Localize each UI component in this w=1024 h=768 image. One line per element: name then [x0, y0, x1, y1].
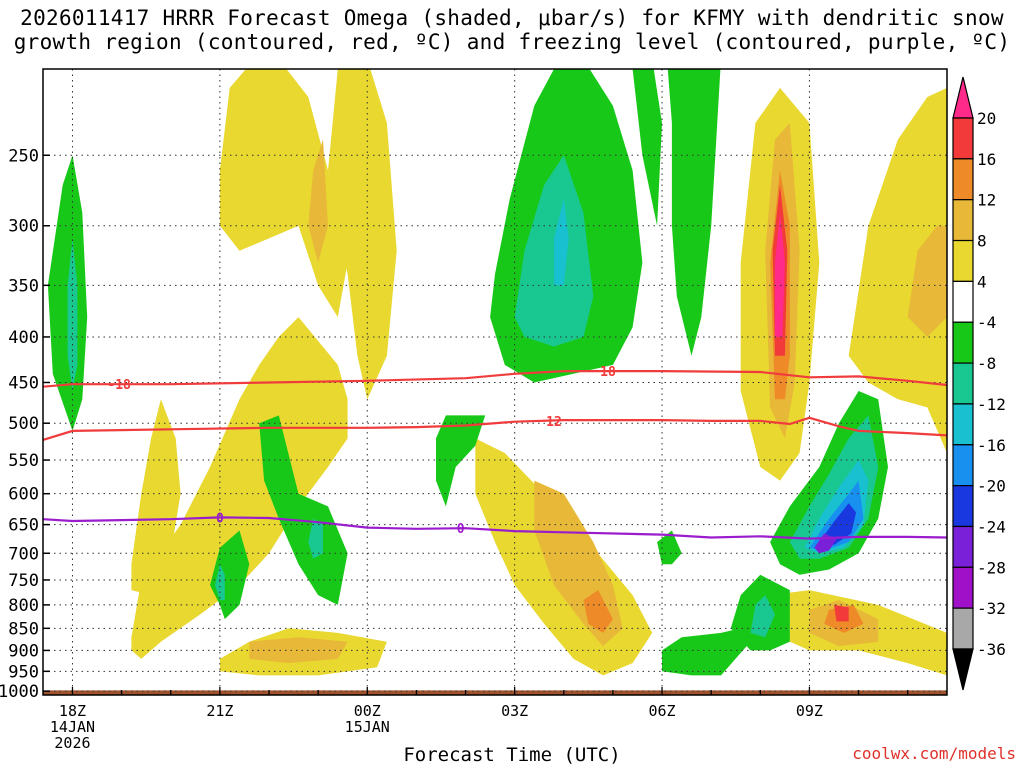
colorbar-bottom-arrow: [952, 648, 974, 691]
omega-region-neg4-6: [667, 69, 721, 356]
omega-region-neg8-0: [67, 238, 78, 391]
plot-grid: [43, 69, 947, 695]
x-tick-label-0-1: 14JAN: [50, 718, 95, 736]
y-tick-label-800: 800: [8, 596, 39, 616]
y-tick-label-300: 300: [8, 217, 39, 237]
y-tick-label-950: 950: [8, 662, 39, 682]
omega-region-pos20-0: [775, 212, 785, 337]
x-tick-label-9-0: 03Z: [501, 702, 528, 720]
colorbar-label-5: -4: [977, 313, 996, 332]
omega-region-neg4-5: [632, 69, 662, 226]
ground-surface: [43, 690, 947, 695]
isotherm-label-4: 0: [457, 522, 465, 537]
x-axis-label: Forecast Time (UTC): [403, 744, 621, 766]
colorbar-label-2: 12: [977, 191, 996, 210]
colorbar-top-arrow: [952, 76, 974, 119]
colorbar-label-7: -12: [977, 395, 1006, 414]
omega-region-pos12-0: [583, 590, 613, 633]
y-tick-label-850: 850: [8, 619, 39, 639]
y-tick-label-500: 500: [8, 414, 39, 434]
y-tick-label-550: 550: [8, 451, 39, 471]
colorbar-label-3: 8: [977, 232, 987, 251]
colorbar-segment-2: [952, 199, 974, 242]
y-tick-label-400: 400: [8, 328, 39, 348]
omega-region-pos4-3: [328, 69, 397, 400]
omega-shading: [47, 69, 947, 676]
colorbar-segment-1: [952, 158, 974, 201]
isotherm-label-1: 18: [600, 365, 616, 380]
colorbar-label-12: -32: [977, 599, 1006, 618]
colorbar-segment-5: [952, 321, 974, 364]
colorbar-label-13: -36: [977, 640, 1006, 659]
x-tick-label-12-0: 06Z: [648, 702, 675, 720]
x-tick-label-15-0: 09Z: [796, 702, 823, 720]
colorbar-segment-7: [952, 403, 974, 446]
colorbar-label-8: -16: [977, 436, 1006, 455]
colorbar-segment-12: [952, 607, 974, 650]
y-tick-label-650: 650: [8, 516, 39, 536]
omega-region-neg8-4: [750, 595, 775, 638]
ground-band: [43, 690, 947, 695]
title-line-2: growth region (contoured, red, ºC) and f…: [13, 30, 1011, 54]
omega-region-neg4-0: [47, 155, 88, 431]
omega-region-neg4-2: [259, 415, 348, 605]
colorbar-segment-8: [952, 444, 974, 487]
omega-region-pos8-5: [907, 225, 947, 337]
colorbar: 20 16 12 8 4 -4 -8 -12 -16 -20 -24 -28 -32 -36: [952, 76, 1006, 691]
y-tick-label-450: 450: [8, 373, 39, 393]
omega-region-neg8-2: [308, 518, 323, 559]
colorbar-label-11: -28: [977, 558, 1006, 577]
colorbar-label-10: -24: [977, 517, 1006, 536]
colorbar-label-1: 16: [977, 150, 996, 169]
isotherm-contours: -18 18 12 0 0: [43, 365, 947, 540]
omega-region-neg20-0: [819, 503, 857, 545]
omega-region-pos16-1: [834, 604, 849, 622]
x-tick-label-3-0: 21Z: [206, 702, 233, 720]
omega-region-pos4-1: [131, 317, 348, 659]
colorbar-label-0: 20: [977, 109, 996, 128]
colorbar-segment-0: [952, 117, 974, 160]
isotherm-label-2: 12: [546, 415, 562, 430]
colorbar-segment-11: [952, 566, 974, 609]
colorbar-segment-10: [952, 525, 974, 568]
y-tick-label-600: 600: [8, 485, 39, 505]
colorbar-segment-6: [952, 362, 974, 405]
omega-region-pos4-7: [848, 87, 947, 454]
colorbar-label-9: -20: [977, 477, 1006, 496]
credit-link[interactable]: coolwx.com/models: [852, 744, 1016, 763]
omega-region-neg4-3: [436, 415, 486, 507]
chart-title: 2026011417 HRRR Forecast Omega (shaded, …: [0, 6, 1024, 54]
omega-region-pos8-0: [308, 139, 328, 263]
x-tick-label-6-1: 15JAN: [345, 718, 390, 736]
y-tick-label-750: 750: [8, 571, 39, 591]
x-tick-label-6-0: 00Z: [354, 702, 381, 720]
colorbar-segment-4: [952, 280, 974, 323]
isotherm--12: [43, 416, 947, 441]
isotherm--18: [43, 370, 947, 388]
omega-region-neg4-7: [657, 530, 682, 565]
omega-region-pos4-2: [219, 69, 348, 318]
omega-region-neg12-0: [554, 199, 569, 286]
omega-region-neg8-1: [215, 564, 225, 600]
colorbar-segment-3: [952, 239, 974, 282]
colorbar-label-4: 4: [977, 272, 987, 291]
isotherm-label-0: -18: [107, 378, 131, 393]
y-tick-label-250: 250: [8, 146, 39, 166]
title-line-1: 2026011417 HRRR Forecast Omega (shaded, …: [20, 6, 1004, 30]
y-tick-label-900: 900: [8, 641, 39, 661]
y-tick-label-350: 350: [8, 276, 39, 296]
colorbar-segment-9: [952, 485, 974, 528]
isotherm-0: [43, 516, 947, 540]
x-tick-label-0-2: 2026: [54, 734, 90, 752]
y-tick-label-1000: 1000: [0, 682, 39, 702]
omega-region-neg4-8: [662, 628, 751, 676]
isotherm-label-3: 0: [216, 511, 224, 526]
x-tick-label-0-0: 18Z: [59, 702, 86, 720]
y-axis: 2503003504004505005506006507007508008509…: [0, 146, 50, 702]
y-tick-label-700: 700: [8, 544, 39, 564]
colorbar-label-6: -8: [977, 354, 996, 373]
omega-region-pos8-1: [249, 637, 348, 664]
